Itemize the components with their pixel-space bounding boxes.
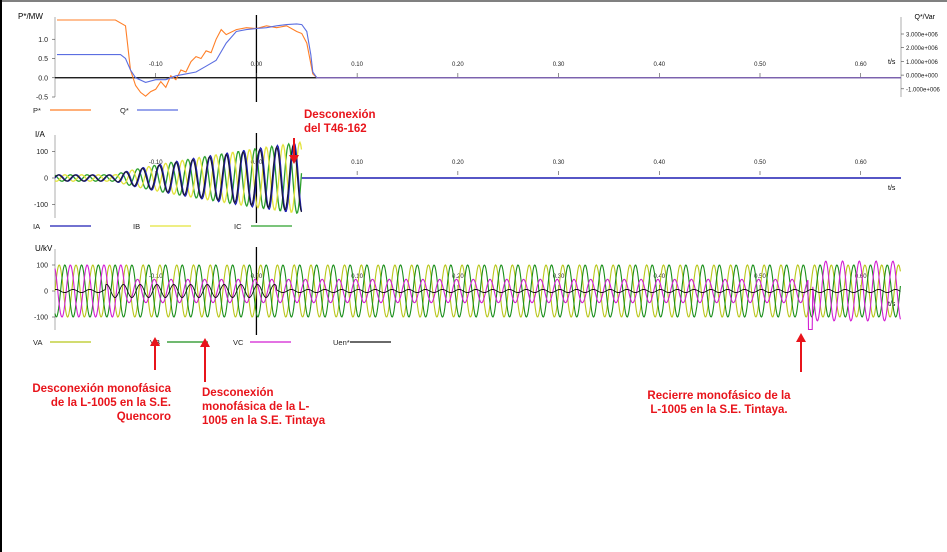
legend-label-ic: IC [234, 222, 242, 231]
p2-xtick-label: 0.40 [653, 160, 665, 166]
p1-ytick-label: 0.5 [38, 56, 48, 63]
power-ylabel-right: Q*/Var [915, 14, 936, 21]
p1-ytick-label: -0.5 [36, 95, 48, 102]
p1-xtick-label: 0.00 [251, 62, 263, 68]
tintaya-arrow-head [200, 338, 210, 347]
t46-arrow-head [289, 155, 299, 164]
tintaya-open-line3: 1005 en la S.E. Tintaya [202, 415, 326, 427]
t46-annotation: Desconexión del T46-162 [304, 108, 376, 136]
p3-ytick-label: 0 [44, 289, 48, 296]
legend-label-va: VA [33, 338, 42, 347]
t46-line2: del T46-162 [304, 123, 367, 135]
voltage-ylabel: U/kV [35, 244, 53, 253]
reclose-arrow-head [796, 333, 806, 342]
current-xlabel: t/s [888, 185, 896, 192]
power-xlabel: t/s [888, 59, 896, 66]
tintaya-open-line2: monofásica de la L- [202, 401, 310, 413]
power-y2tick-label: 2.000e+006 [906, 46, 939, 52]
quencoro-line1: Desconexión monofásica [32, 383, 171, 395]
power-y2tick-label: 0.000e+000 [906, 74, 939, 80]
voltage-xlabel: t/s [888, 301, 896, 308]
power-ylabel: P*/MW [18, 12, 43, 21]
reclose-line1: Recierre monofásico de la [647, 390, 791, 402]
p1-ytick-label: 0.0 [38, 75, 48, 82]
p2-xtick-label: -0.10 [149, 160, 163, 166]
t46-line1: Desconexión [304, 109, 376, 121]
p2-ytick-label: 100 [36, 149, 48, 156]
p3-xtick-label: 0.50 [754, 274, 766, 280]
p1-xtick-label: 0.40 [653, 62, 665, 68]
p2-xtick-label: 0.20 [452, 160, 464, 166]
p3-ytick-label: -100 [34, 315, 48, 322]
p1-xtick-label: 0.10 [351, 62, 363, 68]
current-ylabel: I/A [35, 130, 45, 139]
legend-label-q: Q* [120, 106, 129, 115]
p3-xtick-label: 0.60 [855, 274, 867, 280]
power-y2tick-label: 3.000e+006 [906, 33, 939, 39]
p3-xtick-label: 0.20 [452, 274, 464, 280]
power-y2tick-label: 1.000e+006 [906, 60, 939, 66]
series-p-line [57, 19, 901, 97]
series-va-line [54, 264, 901, 318]
p3-xtick-label: 0.10 [351, 274, 363, 280]
series-vb-line [54, 264, 901, 318]
legend-label-uen: Uen* [333, 338, 350, 347]
p1-ytick-label: 1.0 [38, 37, 48, 44]
quencoro-line2: de la L-1005 en la S.E. [50, 397, 171, 409]
series-q-line [57, 23, 901, 83]
p2-xtick-label: 0.10 [351, 160, 363, 166]
annotation-arrows [150, 138, 806, 382]
p3-xtick-label: 0.00 [251, 274, 263, 280]
p1-xtick-label: 0.20 [452, 62, 464, 68]
p2-xtick-label: 0.50 [754, 160, 766, 166]
tintaya-open-line1: Desconexión [202, 387, 274, 399]
series-ib-line [54, 140, 303, 213]
p2-xtick-label: 0.30 [553, 160, 565, 166]
legend-label-vc: VC [233, 338, 244, 347]
voltage-panel: U/kV t/s -0.10 0.00 0.10 0.20 0.30 0.40 0.50 0.… [33, 244, 901, 347]
series-uen-line [54, 284, 901, 298]
current-dominant-trace [54, 143, 303, 213]
quencoro-annotation: Desconexión monofásica de la L-1005 en l… [8, 382, 171, 424]
reclose-annotation: Recierre monofásico de la L-1005 en la S… [640, 389, 798, 417]
legend-label-ib: IB [133, 222, 140, 231]
legend-label-ia: IA [33, 222, 40, 231]
p3-xtick-label: 0.40 [653, 274, 665, 280]
tintaya-open-annotation: Desconexión monofásica de la L- 1005 en … [202, 386, 325, 428]
power-panel: P*/MW Q*/Var t/s -0.10 0.00 0.10 0.20 0.30 0.… [18, 12, 941, 115]
quencoro-line3: Quencoro [116, 411, 171, 423]
p2-xtick-label: 0.60 [855, 160, 867, 166]
p1-xtick-label: 0.50 [754, 62, 766, 68]
current-panel: I/A t/s -0.10 0.00 0.10 0.20 0.30 0.40 0.50 0.6… [33, 130, 901, 231]
series-vc-line [54, 260, 901, 331]
p1-xtick-label: 0.30 [553, 62, 565, 68]
legend-label-p: P* [33, 106, 41, 115]
p3-xtick-label: 0.30 [553, 274, 565, 280]
p3-xtick-label: -0.10 [149, 274, 163, 280]
quencoro-arrow-head [150, 337, 160, 346]
reclose-line2: L-1005 en la S.E. Tintaya. [650, 404, 788, 416]
p3-ytick-label: 100 [36, 263, 48, 270]
p2-ytick-label: -100 [34, 202, 48, 209]
p1-xtick-label: -0.10 [149, 62, 163, 68]
power-y2tick-label: -1.000e+006 [906, 87, 941, 93]
p2-ytick-label: 0 [44, 176, 48, 183]
p1-xtick-label: 0.60 [855, 62, 867, 68]
